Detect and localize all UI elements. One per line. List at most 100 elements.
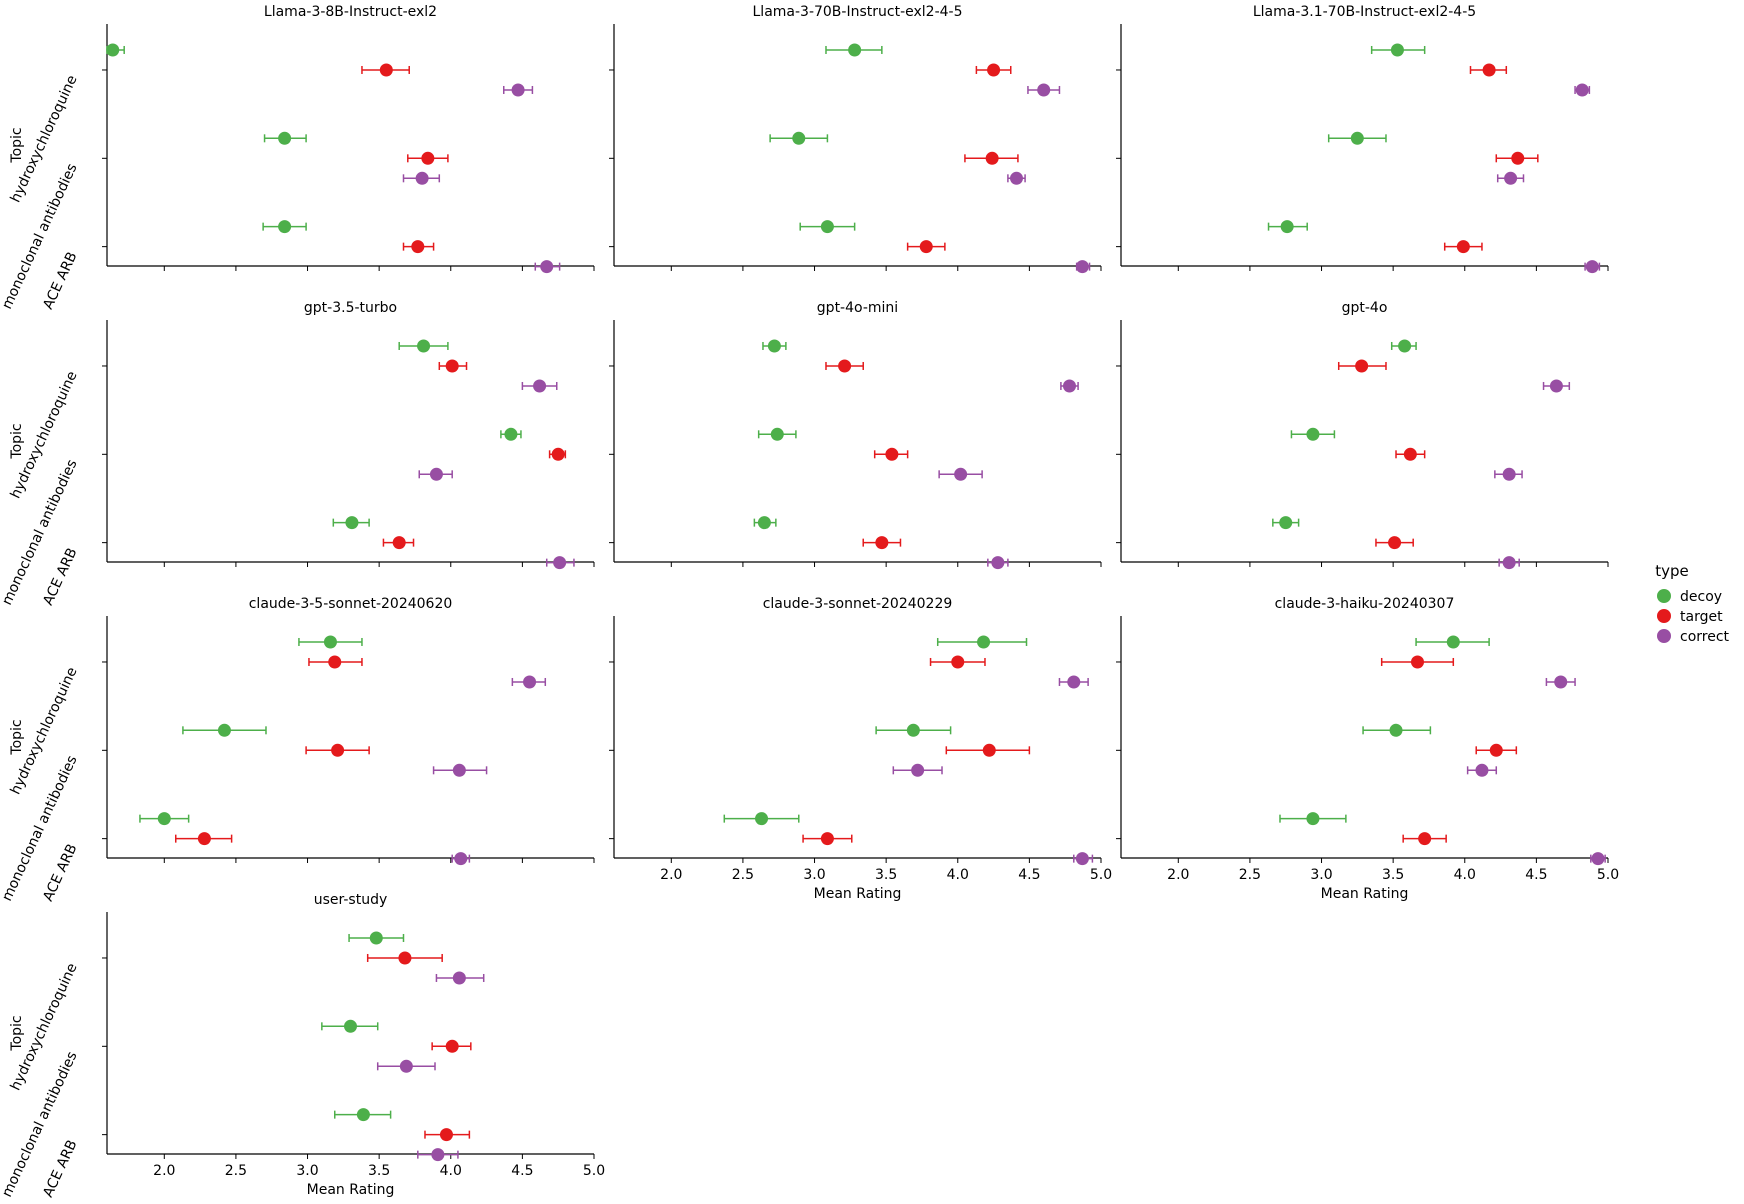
point-monoclonal-antibodies-decoy: [1306, 427, 1320, 441]
point-group-ace-arb-correct: [1073, 852, 1094, 866]
point-hydroxychloroquine-target: [838, 359, 852, 373]
point-ace-arb-target: [392, 536, 406, 550]
point-ace-arb-target: [439, 1128, 453, 1142]
point-hydroxychloroquine-correct: [523, 675, 537, 689]
point-group-hydroxychloroquine-decoy: [762, 339, 787, 353]
panel-claude-3-5-sonnet-20240620: claude-3-5-sonnet-20240620hydroxychloroq…: [0, 596, 595, 904]
point-monoclonal-antibodies-correct: [1475, 763, 1489, 777]
point-group-monoclonal-antibodies-correct: [1466, 763, 1498, 777]
point-group-hydroxychloroquine-target: [308, 655, 363, 669]
point-group-ace-arb-decoy: [262, 220, 307, 234]
x-tick-label: 4.5: [1018, 867, 1040, 883]
panel-claude-3-haiku-20240307: claude-3-haiku-20240307 2.0 2.5 3.0 3.5 4.0 4.…: [1116, 596, 1619, 902]
point-hydroxychloroquine-target: [987, 63, 1001, 77]
point-monoclonal-antibodies-correct: [399, 1059, 413, 1073]
point-hydroxychloroquine-correct: [511, 83, 525, 97]
point-hydroxychloroquine-correct: [452, 971, 466, 985]
point-group-monoclonal-antibodies-target: [1495, 151, 1539, 165]
point-monoclonal-antibodies-target: [982, 743, 996, 757]
point-group-hydroxychloroquine-target: [1380, 655, 1455, 669]
point-group-hydroxychloroquine-correct: [503, 83, 534, 97]
x-tick-label: 2.0: [153, 1163, 175, 1179]
point-group-ace-arb-decoy: [799, 220, 856, 234]
panel-title: gpt-4o-mini: [817, 300, 898, 316]
point-group-hydroxychloroquine-target: [825, 359, 864, 373]
point-group-monoclonal-antibodies-target: [945, 743, 1031, 757]
point-group-monoclonal-antibodies-target: [548, 447, 567, 461]
point-monoclonal-antibodies-decoy: [1350, 131, 1364, 145]
panel-title: gpt-4o: [1342, 300, 1388, 316]
point-group-monoclonal-antibodies-correct: [432, 763, 488, 777]
point-monoclonal-antibodies-target: [885, 447, 899, 461]
point-hydroxychloroquine-target: [445, 359, 459, 373]
point-group-monoclonal-antibodies-decoy: [263, 131, 307, 145]
point-hydroxychloroquine-target: [328, 655, 342, 669]
panel-gpt-4o-mini: gpt-4o-mini: [609, 300, 1102, 570]
y-axis-label: Topic: [9, 127, 25, 163]
panel-claude-3-sonnet-20240229: claude-3-sonnet-20240229 2.0 2.5 3.0 3.5 4.0 4…: [609, 596, 1112, 902]
point-hydroxychloroquine-decoy: [1398, 339, 1412, 353]
point-hydroxychloroquine-decoy: [848, 43, 862, 57]
point-ace-arb-correct: [1075, 852, 1089, 866]
point-group-monoclonal-antibodies-decoy: [321, 1019, 379, 1033]
y-axis-label: Topic: [9, 1015, 25, 1051]
x-tick-label: 3.5: [368, 1163, 390, 1179]
panel-user-study: user-study 2.0 2.5 3.0 3.5 4.0 4.5 5.0 Mean Rati…: [0, 892, 605, 1200]
x-tick-label: 2.5: [732, 867, 754, 883]
point-group-ace-arb-target: [424, 1128, 471, 1142]
panel-title: Llama-3-70B-Instruct-exl2-4-5: [753, 4, 963, 20]
point-group-monoclonal-antibodies-correct: [376, 1059, 436, 1073]
point-group-hydroxychloroquine-correct: [511, 675, 547, 689]
point-group-ace-arb-target: [402, 240, 435, 254]
x-tick-label: 2.0: [1167, 867, 1189, 883]
x-tick-label: 2.5: [225, 1163, 247, 1179]
point-monoclonal-antibodies-target: [1489, 743, 1503, 757]
point-group-monoclonal-antibodies-decoy: [1327, 131, 1387, 145]
point-ace-arb-correct: [431, 1148, 445, 1162]
point-group-monoclonal-antibodies-correct: [892, 763, 943, 777]
point-group-ace-arb-target: [906, 240, 946, 254]
y-axis-label: Topic: [9, 719, 25, 755]
point-group-hydroxychloroquine-decoy: [398, 339, 449, 353]
y-axis-label: Topic: [9, 423, 25, 459]
legend-marker-decoy: [1657, 589, 1671, 603]
point-group-hydroxychloroquine-decoy: [1415, 635, 1490, 649]
point-hydroxychloroquine-correct: [1549, 379, 1563, 393]
point-group-ace-arb-target: [1375, 536, 1414, 550]
point-group-monoclonal-antibodies-target: [873, 447, 909, 461]
point-ace-arb-decoy: [1306, 812, 1320, 826]
panel-gpt-3-5-turbo: gpt-3.5-turbohydroxychloroquinemonoclona…: [0, 300, 595, 608]
point-group-hydroxychloroquine-correct: [521, 379, 558, 393]
point-hydroxychloroquine-correct: [1037, 83, 1051, 97]
point-ace-arb-target: [1388, 536, 1402, 550]
point-hydroxychloroquine-decoy: [1390, 43, 1404, 57]
point-ace-arb-decoy: [820, 220, 834, 234]
point-ace-arb-decoy: [278, 220, 292, 234]
legend-entry-target: target: [1657, 609, 1723, 625]
x-tick-label: 3.5: [875, 867, 897, 883]
point-hydroxychloroquine-decoy: [767, 339, 781, 353]
point-group-ace-arb-correct: [1498, 556, 1520, 570]
legend-label-correct: correct: [1680, 629, 1730, 645]
point-ace-arb-decoy: [757, 516, 771, 530]
point-ace-arb-decoy: [345, 516, 359, 530]
x-tick-label: 4.0: [1454, 867, 1476, 883]
legend-marker-target: [1657, 609, 1671, 623]
x-tick-label: 4.0: [947, 867, 969, 883]
point-monoclonal-antibodies-decoy: [278, 131, 292, 145]
x-tick-label: 4.5: [1525, 867, 1547, 883]
point-hydroxychloroquine-target: [951, 655, 965, 669]
point-ace-arb-correct: [553, 556, 567, 570]
point-group-ace-arb-correct: [417, 1148, 459, 1162]
x-tick-label: 5.0: [1090, 867, 1112, 883]
panel-title: user-study: [314, 892, 388, 908]
point-ace-arb-decoy: [356, 1108, 370, 1122]
point-group-monoclonal-antibodies-decoy: [500, 427, 522, 441]
panel-title: claude-3-sonnet-20240229: [763, 596, 953, 612]
point-group-ace-arb-correct: [1590, 852, 1606, 866]
point-group-hydroxychloroquine-correct: [1542, 379, 1571, 393]
point-group-monoclonal-antibodies-decoy: [875, 723, 952, 737]
y-tick-label-monoclonal-antibodies: monoclonal antibodies: [0, 457, 81, 607]
point-hydroxychloroquine-target: [379, 63, 393, 77]
point-hydroxychloroquine-target: [1482, 63, 1496, 77]
